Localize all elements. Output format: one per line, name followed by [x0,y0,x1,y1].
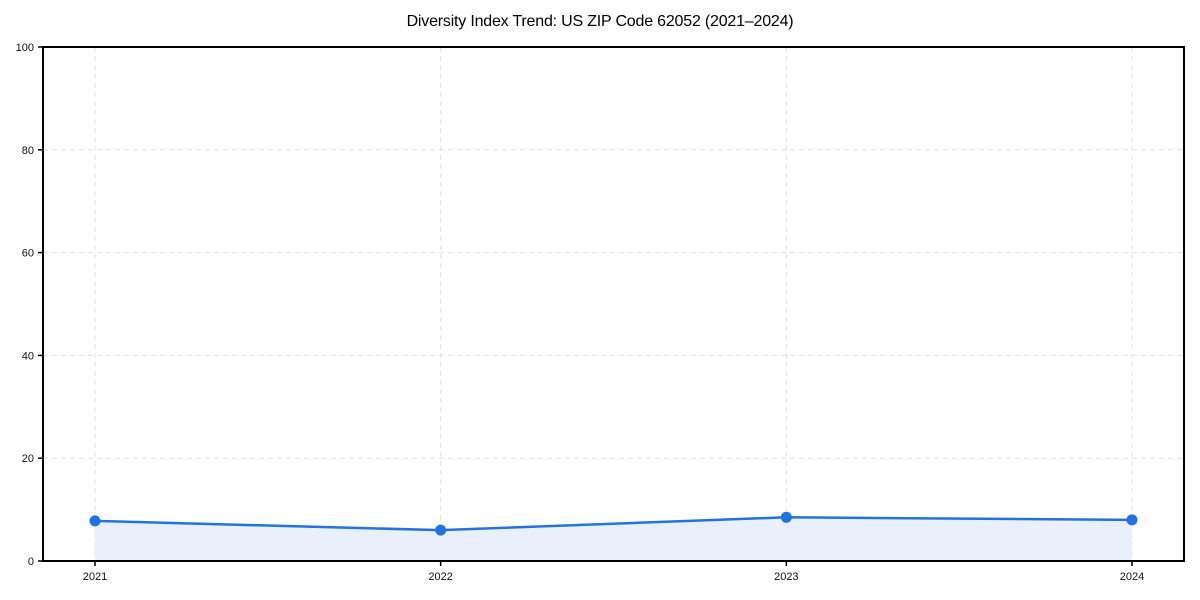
data-point [89,515,101,527]
y-axis-tick-label: 60 [22,248,34,260]
x-axis-tick-label: 2022 [428,571,452,583]
x-axis-tick-label: 2021 [83,571,107,583]
y-axis-tick-label: 100 [16,42,34,54]
y-axis-tick-label: 20 [22,453,34,465]
data-point [1126,514,1138,526]
y-axis-tick-label: 0 [28,556,34,568]
x-axis-tick-label: 2023 [774,571,798,583]
plot-border [42,46,1185,562]
chart-title: Diversity Index Trend: US ZIP Code 62052… [406,13,794,30]
trend-line [93,516,1134,532]
y-axis-tick-label: 40 [22,350,34,362]
data-point [780,511,792,523]
x-axis-tick-label: 2024 [1120,571,1144,583]
y-axis-tick-label: 80 [22,145,34,157]
data-point [435,524,447,536]
